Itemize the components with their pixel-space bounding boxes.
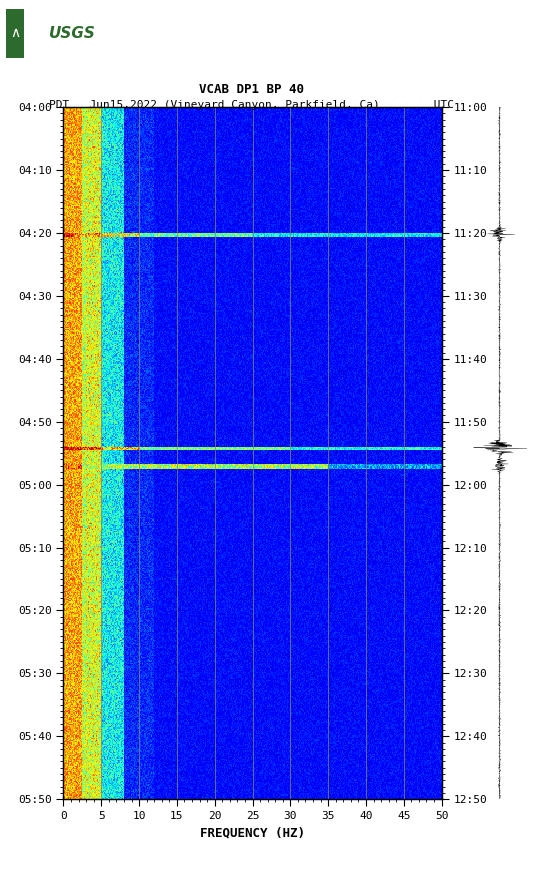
Text: USGS: USGS [49, 26, 95, 41]
Polygon shape [6, 9, 24, 58]
Text: ∧: ∧ [10, 27, 20, 40]
Text: VCAB DP1 BP 40: VCAB DP1 BP 40 [199, 82, 304, 96]
X-axis label: FREQUENCY (HZ): FREQUENCY (HZ) [200, 827, 305, 839]
Text: PDT   Jun15,2022 (Vineyard Canyon, Parkfield, Ca)        UTC: PDT Jun15,2022 (Vineyard Canyon, Parkfie… [49, 100, 454, 110]
